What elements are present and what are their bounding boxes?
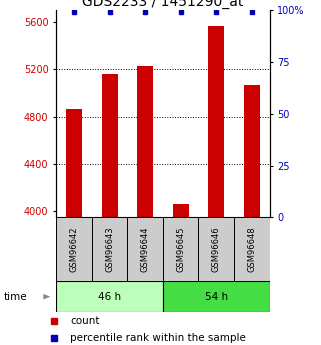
Text: GSM96646: GSM96646 (212, 226, 221, 272)
Bar (92, 217, 127, 281)
Text: GSM96643: GSM96643 (105, 226, 114, 272)
Text: count: count (70, 316, 100, 326)
Bar (127, 217, 163, 281)
Text: GSM96645: GSM96645 (176, 227, 185, 272)
Bar (198, 217, 234, 281)
Bar (234, 217, 270, 281)
Text: 46 h: 46 h (98, 292, 121, 302)
Text: time: time (3, 292, 27, 302)
Text: GSM96644: GSM96644 (141, 227, 150, 272)
Text: GSM96642: GSM96642 (69, 227, 78, 272)
Title: GDS2233 / 1451290_at: GDS2233 / 1451290_at (82, 0, 244, 9)
Polygon shape (43, 294, 50, 299)
Bar (137, 66, 153, 217)
Bar (101, 74, 117, 217)
Bar (244, 85, 260, 217)
Bar (163, 281, 270, 312)
Bar (66, 109, 82, 217)
Text: percentile rank within the sample: percentile rank within the sample (70, 333, 246, 343)
Text: 54 h: 54 h (205, 292, 228, 302)
Bar (208, 26, 224, 217)
Bar (173, 204, 189, 217)
Bar (56, 281, 163, 312)
Bar (163, 217, 198, 281)
Text: GSM96648: GSM96648 (247, 226, 256, 272)
Bar (56, 217, 92, 281)
